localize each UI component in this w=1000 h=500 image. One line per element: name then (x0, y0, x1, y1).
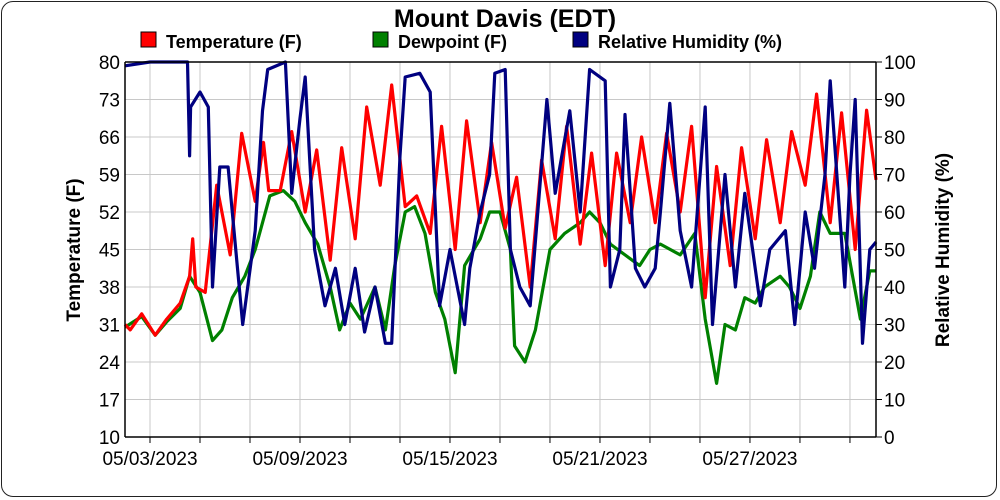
series-line-temperature (123, 83, 878, 337)
x-tick-label: 05/27/2023 (702, 449, 797, 470)
y2-tick-label: 50 (884, 241, 905, 262)
y-tick-label: 73 (99, 91, 120, 112)
y2-tick-label: 100 (884, 53, 916, 74)
y2-axis-title: Relative Humidity (%) (933, 153, 954, 347)
y2-tick-label: 80 (884, 128, 905, 149)
x-tick-label: 05/15/2023 (402, 449, 497, 470)
y-tick-label: 38 (99, 278, 120, 299)
legend-label: Temperature (F) (166, 32, 302, 52)
legend-swatch (372, 31, 389, 48)
legend-swatch (140, 31, 157, 48)
x-tick-label: 05/21/2023 (552, 449, 647, 470)
y-tick-label: 45 (99, 241, 120, 262)
y2-tick-label: 60 (884, 203, 905, 224)
series-line-relative-humidity (124, 60, 878, 345)
x-tick-label: 05/09/2023 (252, 449, 347, 470)
y2-tick-label: 40 (884, 278, 905, 299)
legend: Temperature (F) Dewpoint (F) Relative Humi… (140, 31, 782, 52)
y2-tick-label: 20 (884, 353, 905, 374)
chart-title: Mount Davis (EDT) (394, 5, 616, 33)
axes: 10 17 24 31 38 45 52 59 66 73 80 0 10 20 30 40 50 60 70 80 9… (99, 53, 916, 470)
y-axis-title: Temperature (F) (64, 178, 85, 321)
grid (125, 61, 876, 438)
y-tick-label: 17 (99, 391, 120, 412)
y2-tick-label: 70 (884, 166, 905, 187)
y2-tick-label: 90 (884, 91, 905, 112)
y2-tick-label: 0 (884, 428, 895, 449)
y-tick-label: 24 (99, 353, 121, 374)
y-tick-label: 52 (99, 203, 120, 224)
legend-swatch (572, 31, 589, 48)
y-tick-label: 59 (99, 166, 120, 187)
x-tick-label: 05/03/2023 (102, 449, 197, 470)
series-group (123, 60, 878, 385)
legend-label: Dewpoint (F) (398, 32, 507, 52)
y2-tick-label: 30 (884, 316, 905, 337)
y-tick-label: 80 (99, 53, 120, 74)
legend-label: Relative Humidity (%) (598, 32, 782, 52)
y-tick-label: 66 (99, 128, 120, 149)
y-tick-label: 31 (99, 316, 120, 337)
series-line-dewpoint (124, 189, 876, 385)
y2-tick-label: 10 (884, 391, 905, 412)
y-tick-label: 10 (99, 428, 120, 449)
